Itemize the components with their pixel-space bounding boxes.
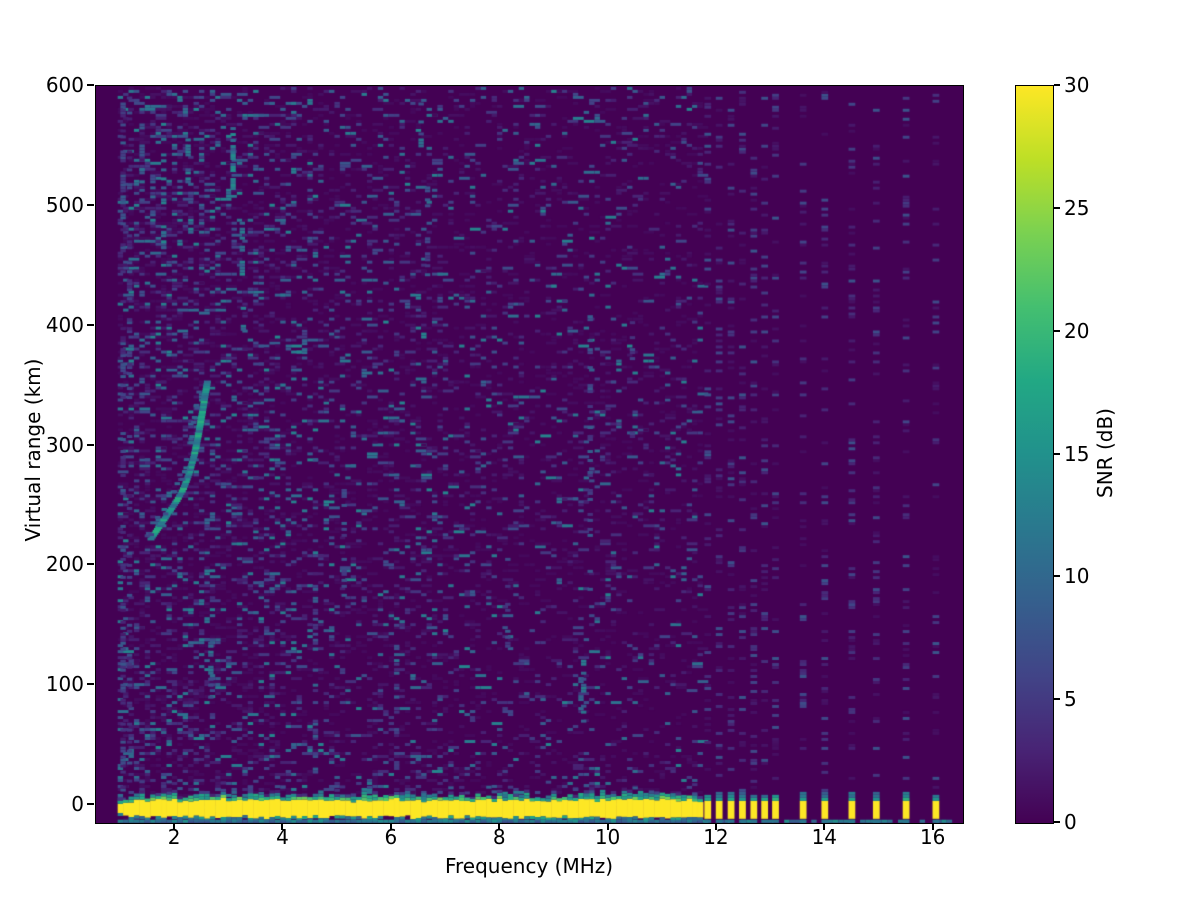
colorbar: [1015, 85, 1054, 824]
colorbar-tick-label: 5: [1064, 687, 1077, 712]
x-tick-label: 2: [167, 825, 181, 849]
x-tick: [389, 823, 392, 830]
y-tick-label: 500: [45, 192, 84, 217]
x-tick: [714, 823, 717, 830]
colorbar-label: SNR (dB): [1093, 408, 1117, 498]
y-tick-label: 0: [71, 792, 84, 817]
x-axis-label: Frequency (MHz): [444, 854, 614, 878]
x-tick: [931, 823, 934, 830]
y-tick: [87, 803, 94, 806]
colorbar-tick: [1054, 821, 1060, 823]
x-tick-label: 8: [492, 825, 506, 849]
x-tick: [606, 823, 609, 830]
y-tick: [87, 443, 94, 446]
colorbar-tick: [1054, 698, 1060, 701]
y-tick: [87, 84, 94, 86]
colorbar-tick-label: 10: [1064, 564, 1090, 589]
y-tick-label: 300: [45, 432, 84, 457]
y-tick: [87, 203, 94, 206]
y-tick-label: 200: [45, 552, 84, 577]
y-tick-label: 600: [45, 73, 84, 97]
colorbar-tick-label: 30: [1064, 73, 1090, 97]
y-tick: [87, 683, 94, 686]
x-tick-label: 14: [811, 825, 838, 849]
y-tick-label: 400: [45, 312, 84, 337]
colorbar-tick: [1054, 206, 1060, 209]
x-tick-label: 6: [384, 825, 398, 849]
y-tick-label: 100: [45, 672, 84, 697]
x-tick: [173, 823, 176, 830]
y-tick: [87, 563, 94, 566]
x-tick: [281, 823, 284, 830]
x-tick: [823, 823, 826, 830]
colorbar-tick-label: 0: [1064, 810, 1077, 834]
colorbar-tick-label: 15: [1064, 441, 1090, 466]
y-axis-label: Virtual range (km): [21, 358, 45, 542]
colorbar-tick-label: 25: [1064, 195, 1090, 220]
x-tick-label: 12: [703, 825, 729, 849]
colorbar-tick: [1054, 84, 1060, 86]
x-tick-label: 16: [919, 825, 946, 849]
x-tick-label: 4: [276, 825, 289, 849]
colorbar-tick-label: 20: [1064, 318, 1090, 343]
x-tick: [498, 823, 501, 830]
x-tick-label: 10: [594, 825, 621, 849]
ionogram-heatmap: [95, 85, 964, 824]
colorbar-tick: [1054, 452, 1060, 455]
y-tick: [87, 323, 94, 326]
colorbar-tick: [1054, 329, 1060, 332]
colorbar-tick: [1054, 575, 1060, 578]
